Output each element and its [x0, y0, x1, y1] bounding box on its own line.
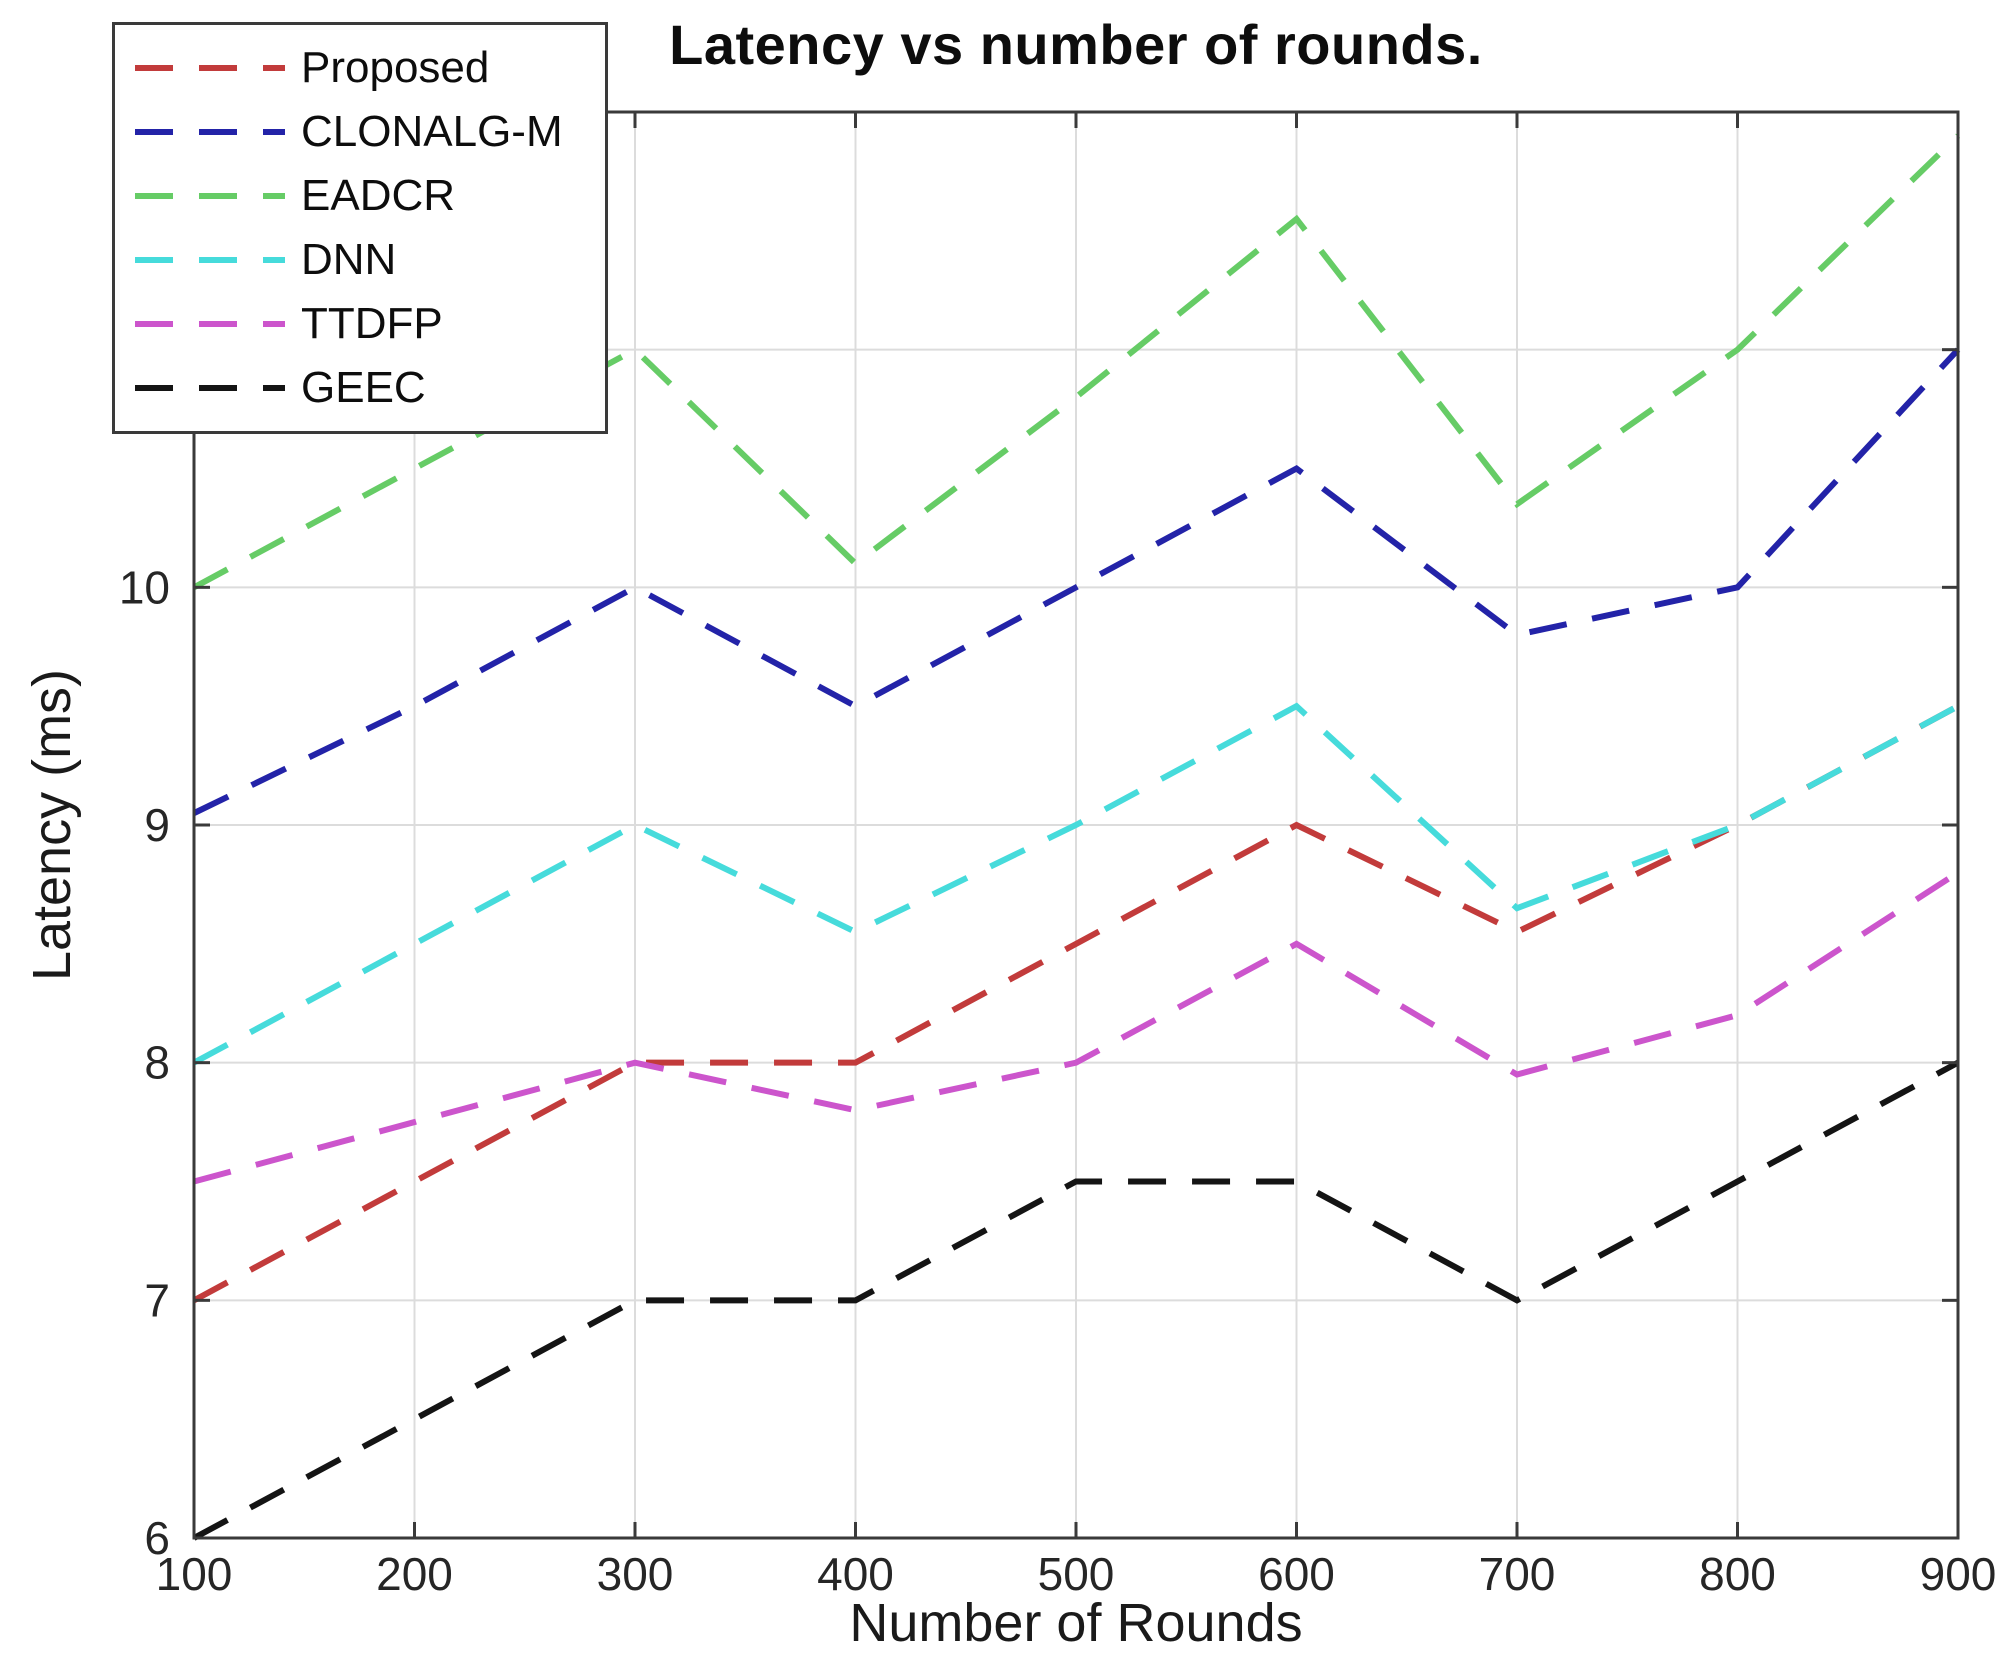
- series-line-DNN: [192, 702, 1960, 1066]
- legend-line-sample-TTDFP: [135, 321, 285, 327]
- x-tick-label-300: 300: [597, 1548, 674, 1600]
- legend-item-DNN: DNN: [135, 233, 585, 287]
- x-tick-label-100: 100: [156, 1548, 233, 1600]
- legend-line-sample-DNN: [135, 257, 285, 263]
- y-tick-label-6: 6: [144, 1512, 170, 1564]
- legend-item-GEEC: GEEC: [135, 361, 585, 415]
- legend-line-sample-CLONALG-M: [135, 129, 285, 135]
- x-tick-label-500: 500: [1038, 1548, 1115, 1600]
- x-tick-label-200: 200: [376, 1548, 453, 1600]
- legend-label-GEEC: GEEC: [301, 363, 426, 412]
- legend-label-CLONALG-M: CLONALG-M: [301, 107, 563, 156]
- legend: Proposed CLONALG-M EADCR DNN TTDFP GEEC: [112, 22, 608, 434]
- chart-title: Latency vs number of rounds.: [669, 13, 1483, 76]
- y-tick-label-10: 10: [119, 561, 170, 613]
- x-axis-label: Number of Rounds: [849, 1593, 1303, 1653]
- legend-item-TTDFP: TTDFP: [135, 297, 585, 351]
- y-tick-label-9: 9: [144, 799, 170, 851]
- y-tick-label-7: 7: [144, 1274, 170, 1326]
- x-tick-label-700: 700: [1479, 1548, 1556, 1600]
- series-line-Proposed: [192, 703, 1960, 1303]
- series-line-TTDFP: [193, 870, 1960, 1185]
- x-tick-label-600: 600: [1258, 1548, 1335, 1600]
- series-line-GEEC: [192, 1060, 1960, 1541]
- legend-line-sample-Proposed: [135, 65, 285, 71]
- legend-line-sample-GEEC: [135, 385, 285, 391]
- legend-label-Proposed: Proposed: [301, 43, 490, 92]
- y-axis-label: Latency (ms): [22, 668, 82, 982]
- x-tick-label-800: 800: [1699, 1548, 1776, 1600]
- y-tick-label-8: 8: [144, 1037, 170, 1089]
- legend-label-DNN: DNN: [301, 235, 397, 284]
- x-tick-label-400: 400: [817, 1548, 894, 1600]
- x-tick-label-900: 900: [1920, 1548, 1997, 1600]
- legend-line-sample-EADCR: [135, 193, 285, 199]
- legend-item-EADCR: EADCR: [135, 169, 585, 223]
- series-line-CLONALG-M: [192, 347, 1961, 816]
- legend-label-TTDFP: TTDFP: [301, 299, 443, 348]
- legend-label-EADCR: EADCR: [301, 171, 456, 220]
- legend-item-CLONALG-M: CLONALG-M: [135, 105, 585, 159]
- legend-item-Proposed: Proposed: [135, 41, 585, 95]
